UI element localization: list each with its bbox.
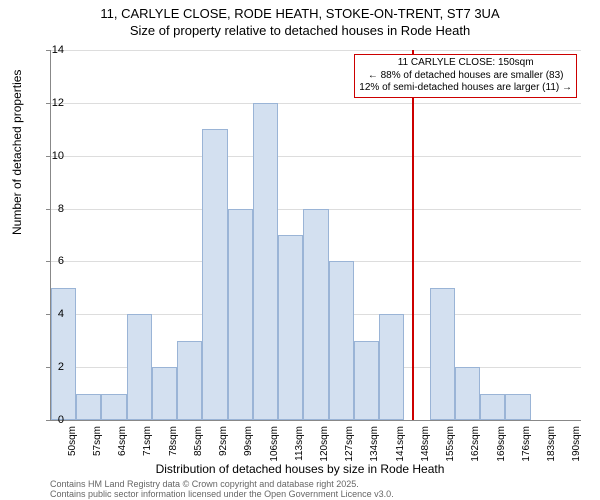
histogram-bar	[329, 261, 354, 420]
histogram-bar	[101, 394, 126, 420]
x-tick-label: 92sqm	[218, 426, 229, 456]
y-tick-label: 0	[34, 414, 64, 426]
y-tick-label: 14	[34, 44, 64, 56]
title-line-1: 11, CARLYLE CLOSE, RODE HEATH, STOKE-ON-…	[0, 6, 600, 23]
bars-container	[51, 50, 581, 420]
marker-line	[412, 50, 414, 420]
footer-line-2: Contains public sector information licen…	[50, 490, 394, 500]
histogram-bar	[303, 209, 328, 420]
x-axis-title: Distribution of detached houses by size …	[0, 462, 600, 476]
x-tick-label: 113sqm	[294, 426, 305, 461]
y-tick-label: 12	[34, 97, 64, 109]
histogram-bar	[228, 209, 253, 420]
histogram-bar	[177, 341, 202, 420]
histogram-bar	[354, 341, 379, 420]
y-tick-label: 8	[34, 203, 64, 215]
y-tick-label: 2	[34, 361, 64, 373]
chart-area: 11 CARLYLE CLOSE: 150sqm ← 88% of detach…	[50, 50, 580, 420]
histogram-bar	[253, 103, 278, 420]
x-tick-label: 134sqm	[369, 426, 380, 462]
x-tick-label: 162sqm	[470, 426, 481, 462]
x-tick-label: 71sqm	[142, 426, 153, 456]
x-tick-label: 99sqm	[243, 426, 254, 456]
x-tick-label: 127sqm	[344, 426, 355, 462]
histogram-bar	[152, 367, 177, 420]
histogram-bar	[455, 367, 480, 420]
x-tick-label: 120sqm	[319, 426, 330, 462]
annotation-line-3: 12% of semi-detached houses are larger (…	[359, 82, 572, 95]
x-tick-label: 183sqm	[546, 426, 557, 462]
chart-title: 11, CARLYLE CLOSE, RODE HEATH, STOKE-ON-…	[0, 0, 600, 40]
annotation-line-1: 11 CARLYLE CLOSE: 150sqm	[359, 57, 572, 70]
x-tick-label: 169sqm	[496, 426, 507, 462]
x-tick-label: 78sqm	[168, 426, 179, 456]
histogram-bar	[480, 394, 505, 420]
y-tick-label: 4	[34, 308, 64, 320]
plot-area: 11 CARLYLE CLOSE: 150sqm ← 88% of detach…	[50, 50, 581, 421]
annotation-box: 11 CARLYLE CLOSE: 150sqm ← 88% of detach…	[354, 54, 577, 98]
x-tick-label: 85sqm	[193, 426, 204, 456]
y-tick-label: 6	[34, 255, 64, 267]
annotation-line-2: ← 88% of detached houses are smaller (83…	[359, 70, 572, 83]
histogram-bar	[76, 394, 101, 420]
x-tick-label: 176sqm	[521, 426, 532, 462]
y-axis-title: Number of detached properties	[10, 70, 24, 235]
x-tick-label: 148sqm	[420, 426, 431, 462]
histogram-bar	[127, 314, 152, 420]
x-tick-label: 64sqm	[117, 426, 128, 456]
histogram-bar	[505, 394, 530, 420]
y-tick-label: 10	[34, 150, 64, 162]
x-tick-label: 57sqm	[92, 426, 103, 456]
x-tick-label: 190sqm	[571, 426, 582, 462]
x-tick-label: 106sqm	[269, 426, 280, 462]
footer-attribution: Contains HM Land Registry data © Crown c…	[50, 480, 394, 500]
histogram-bar	[278, 235, 303, 420]
x-tick-label: 50sqm	[67, 426, 78, 456]
histogram-bar	[379, 314, 404, 420]
x-tick-label: 141sqm	[395, 426, 406, 462]
histogram-bar	[430, 288, 455, 420]
title-line-2: Size of property relative to detached ho…	[0, 23, 600, 40]
x-tick-label: 155sqm	[445, 426, 456, 462]
histogram-bar	[202, 129, 227, 420]
